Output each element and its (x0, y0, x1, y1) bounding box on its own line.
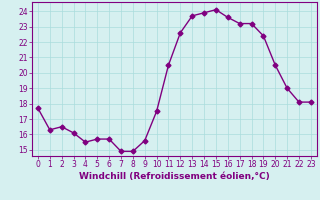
X-axis label: Windchill (Refroidissement éolien,°C): Windchill (Refroidissement éolien,°C) (79, 172, 270, 181)
